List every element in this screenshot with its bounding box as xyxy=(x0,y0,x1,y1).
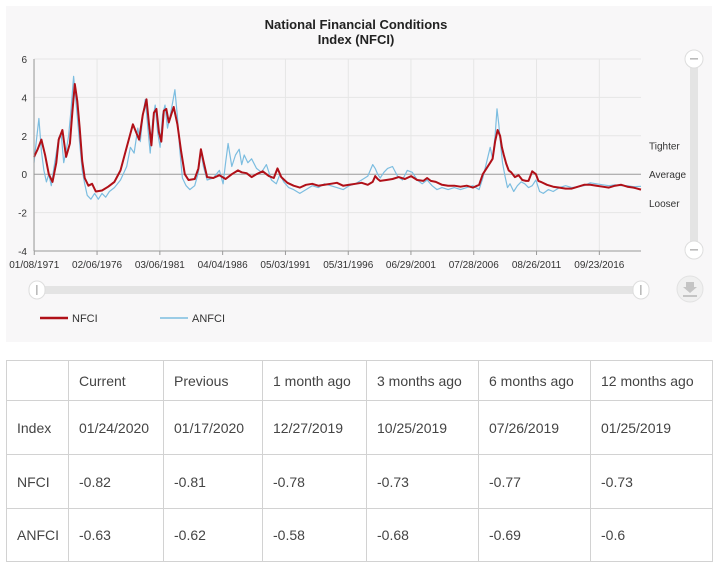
axis-layer: 01/08/1971 02/06/1976 03/06/1981 04/04/1986… xyxy=(9,55,686,271)
table-cell: -0.73 xyxy=(366,454,479,509)
x-tick-label: 04/04/1986 xyxy=(198,260,248,271)
table-row-label: ANFCI xyxy=(6,508,69,562)
x-tick-label: 01/08/1971 xyxy=(9,260,59,271)
x-tick-label: 07/28/2006 xyxy=(449,260,499,271)
handle-right-grip-icon xyxy=(640,285,642,295)
y-tick-label: -4 xyxy=(18,247,27,258)
y-tick-label: -2 xyxy=(18,209,27,220)
y-tick-label: 2 xyxy=(21,132,27,143)
series-line-nfci xyxy=(33,83,642,193)
table-cell: -0.63 xyxy=(68,508,164,562)
chart-panel: National Financial Conditions Index (NFC… xyxy=(6,6,712,342)
table-cell: -0.78 xyxy=(262,454,367,509)
legend-label-anfci: ANFCI xyxy=(192,313,225,325)
horizontal-scroll-track[interactable] xyxy=(33,286,649,294)
chart-title-line2: Index (NFCI) xyxy=(318,32,395,47)
table-header-cell: 6 months ago xyxy=(478,360,591,401)
table-header-cell xyxy=(6,360,69,401)
table-row: ANFCI -0.63 -0.62 -0.58 -0.68 -0.69 -0.6 xyxy=(6,508,713,562)
table-row-label: Index xyxy=(6,400,69,455)
table-cell: -0.69 xyxy=(478,508,591,562)
table-row: NFCI -0.82 -0.81 -0.78 -0.73 -0.77 -0.73 xyxy=(6,454,713,509)
legend-item-nfci[interactable]: NFCI xyxy=(40,313,98,325)
table-header-cell: Previous xyxy=(163,360,263,401)
download-button[interactable] xyxy=(676,275,704,303)
handle-top-grip-icon xyxy=(690,58,698,60)
x-tick-label: 08/26/2011 xyxy=(512,260,562,271)
table-cell: -0.62 xyxy=(163,508,263,562)
table-cell: 10/25/2019 xyxy=(366,400,479,455)
legend-item-anfci[interactable]: ANFCI xyxy=(160,313,225,325)
x-tick-label: 02/06/1976 xyxy=(72,260,122,271)
table-cell: 12/27/2019 xyxy=(262,400,367,455)
table-cell: 01/25/2019 xyxy=(590,400,713,455)
x-tick-label: 03/06/1981 xyxy=(135,260,185,271)
table-header-row: Current Previous 1 month ago 3 months ag… xyxy=(6,360,713,401)
band-label: Looser xyxy=(649,199,680,210)
handle-left-grip-icon xyxy=(36,285,38,295)
table-cell: -0.82 xyxy=(68,454,164,509)
x-tick-label: 05/03/1991 xyxy=(260,260,310,271)
download-icon xyxy=(683,282,697,297)
series-layer xyxy=(33,75,642,200)
x-tick-label: 06/29/2001 xyxy=(386,260,436,271)
legend: NFCI ANFCI xyxy=(40,313,225,325)
table-row: Index 01/24/2020 01/17/2020 12/27/2019 1… xyxy=(6,400,713,455)
table-cell: -0.73 xyxy=(590,454,713,509)
table-header-cell: Current xyxy=(68,360,164,401)
nfci-summary-table: Current Previous 1 month ago 3 months ag… xyxy=(6,360,713,562)
chart-title-line1: National Financial Conditions xyxy=(265,17,448,32)
handle-bottom-grip-icon xyxy=(690,249,698,251)
table-header-cell: 1 month ago xyxy=(262,360,367,401)
y-tick-label: 4 xyxy=(21,93,27,104)
vertical-scroll-track[interactable] xyxy=(690,56,698,252)
y-tick-label: 6 xyxy=(21,55,27,66)
y-tick-label: 0 xyxy=(21,170,27,181)
table-cell: 01/17/2020 xyxy=(163,400,263,455)
table-cell: -0.77 xyxy=(478,454,591,509)
series-line-anfci xyxy=(33,75,642,200)
table-cell: 07/26/2019 xyxy=(478,400,591,455)
band-label: Average xyxy=(649,170,687,181)
table-cell: 01/24/2020 xyxy=(68,400,164,455)
table-cell: -0.68 xyxy=(366,508,479,562)
table-header-cell: 12 months ago xyxy=(590,360,713,401)
table-header-cell: 3 months ago xyxy=(366,360,479,401)
legend-label-nfci: NFCI xyxy=(72,313,98,325)
table-cell: -0.58 xyxy=(262,508,367,562)
nfci-chart: National Financial Conditions Index (NFC… xyxy=(9,17,704,325)
x-tick-label: 09/23/2016 xyxy=(574,260,624,271)
band-label: Tighter xyxy=(649,141,680,152)
table-cell: -0.6 xyxy=(590,508,713,562)
x-tick-label: 05/31/1996 xyxy=(323,260,373,271)
table-row-label: NFCI xyxy=(6,454,69,509)
table-cell: -0.81 xyxy=(163,454,263,509)
